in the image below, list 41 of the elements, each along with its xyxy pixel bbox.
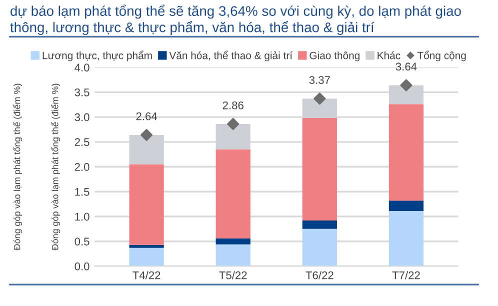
y-tick-label: 2.5 [74, 138, 90, 146]
bar [388, 104, 424, 201]
bar [216, 149, 250, 238]
bar [129, 164, 164, 245]
legend-label: Lương thực, thực phẩm [42, 50, 152, 62]
point [400, 79, 412, 92]
point [314, 92, 326, 105]
bar [129, 248, 164, 266]
y-tick-label: 3.5 [74, 88, 90, 96]
x-tick-label: T6/22 [306, 271, 334, 280]
text: Đóng góp vào lạm phát tổng thể (điểm %) [12, 84, 22, 250]
point [227, 118, 240, 130]
x-tick-label: T5/22 [219, 271, 247, 280]
bar [302, 228, 337, 266]
bar [302, 220, 337, 229]
bar [388, 200, 424, 212]
data-label: 2.64 [136, 112, 158, 120]
y-tick-label: 1.0 [75, 212, 90, 221]
y-tick-label: 0.5 [74, 238, 90, 246]
data-label: 3.64 [396, 62, 417, 71]
bar [216, 238, 250, 244]
y-axis-title: Đóng góp vào lạm phát tổng thể (điểm %) [50, 84, 60, 250]
x-tick-label: T4/22 [132, 271, 160, 280]
chart-title: dự báo lạm phát tổng thể sẽ tăng 3,64% so với cùng kỳ, do lạm phát giao thông, lương thực & thực phẩm, văn hóa, thể thao & giải trí [10, 4, 461, 36]
bar [129, 244, 164, 248]
y-tick-label: 2.0 [74, 163, 90, 171]
bar [302, 118, 337, 220]
bar [388, 211, 424, 266]
y-tick-label: 0.0 [74, 262, 90, 270]
x-tick-label: T7/22 [392, 271, 420, 280]
legend-label: Văn hóa, thể thao & giải trí [169, 50, 292, 62]
point [140, 128, 153, 142]
legend-label: Khác [378, 51, 400, 60]
legend-label: Tổng cộng [417, 50, 466, 62]
y-tick-label: 4.0 [74, 64, 90, 72]
bar [216, 244, 250, 266]
y-tick-label: 1.5 [75, 188, 90, 196]
y-tick-label: 3.0 [74, 113, 90, 122]
data-label: 2.86 [222, 101, 244, 110]
data-label: 3.37 [309, 76, 330, 84]
legend-label: Giao thông [310, 52, 360, 62]
